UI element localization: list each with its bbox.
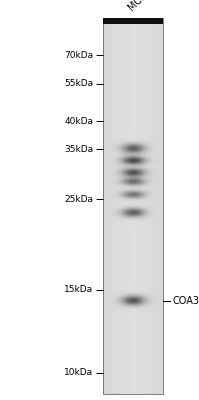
Text: 55kDa: 55kDa <box>64 80 94 88</box>
Bar <box>103 18 163 24</box>
Text: 40kDa: 40kDa <box>64 117 94 126</box>
Text: 25kDa: 25kDa <box>64 195 94 204</box>
Text: COA3: COA3 <box>172 296 199 306</box>
Text: 10kDa: 10kDa <box>64 368 94 377</box>
Text: 15kDa: 15kDa <box>64 286 94 294</box>
Text: MCF7: MCF7 <box>126 0 152 13</box>
Text: 35kDa: 35kDa <box>64 145 94 154</box>
Bar <box>103 18 163 394</box>
Text: 70kDa: 70kDa <box>64 51 94 60</box>
